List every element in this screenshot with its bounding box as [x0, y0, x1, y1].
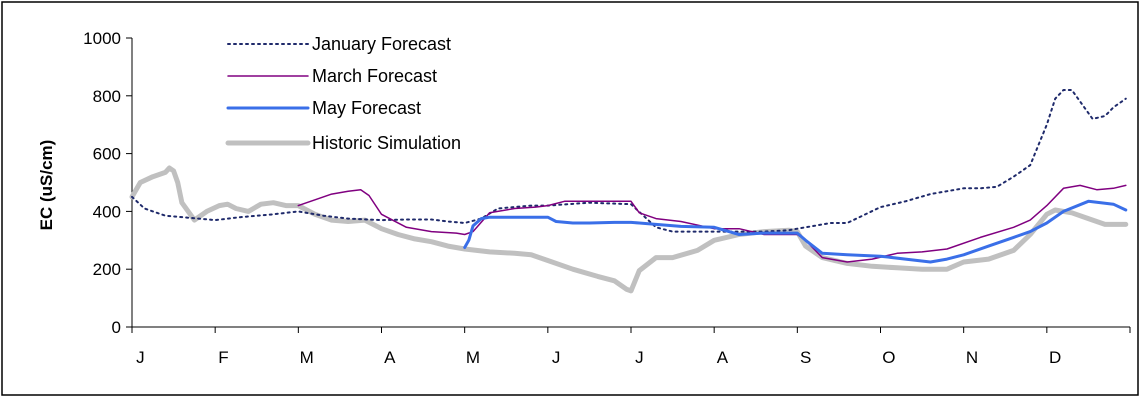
series-line-march-forecast	[297, 184, 1127, 263]
x-tick-label: A	[384, 348, 396, 367]
legend: January Forecast March Forecast May Foreca…	[225, 34, 461, 153]
legend-label: May Forecast	[312, 98, 421, 118]
y-tick-label: 1000	[83, 29, 121, 48]
x-tick-label: N	[966, 348, 978, 367]
series-layer	[129, 89, 1129, 294]
x-tick-label: J	[635, 348, 644, 367]
legend-label: March Forecast	[312, 66, 437, 86]
y-tick-label: 600	[93, 145, 121, 164]
legend-label: Historic Simulation	[312, 133, 461, 153]
y-tick-label: 0	[112, 318, 121, 337]
series-line-january-forecast	[131, 89, 1127, 233]
series-line-may-forecast	[463, 199, 1128, 264]
y-tick-label: 800	[93, 87, 121, 106]
x-tick-label: A	[717, 348, 729, 367]
x-tick-label: M	[300, 348, 314, 367]
x-tick-label: S	[800, 348, 811, 367]
x-tick-label: O	[882, 348, 895, 367]
x-tick-label: M	[466, 348, 480, 367]
legend-label: January Forecast	[312, 34, 451, 54]
y-axis: 0 200 400 600 800 1000	[83, 29, 133, 337]
x-tick-label: F	[218, 348, 228, 367]
x-tick-label: J	[552, 348, 561, 367]
x-tick-label: D	[1049, 348, 1061, 367]
x-tick-label: J	[136, 348, 145, 367]
series-line-historic-simulation	[129, 165, 1129, 294]
y-tick-label: 200	[93, 260, 121, 279]
y-axis-title: EC (uS/cm)	[37, 140, 56, 231]
y-tick-label: 400	[93, 202, 121, 221]
